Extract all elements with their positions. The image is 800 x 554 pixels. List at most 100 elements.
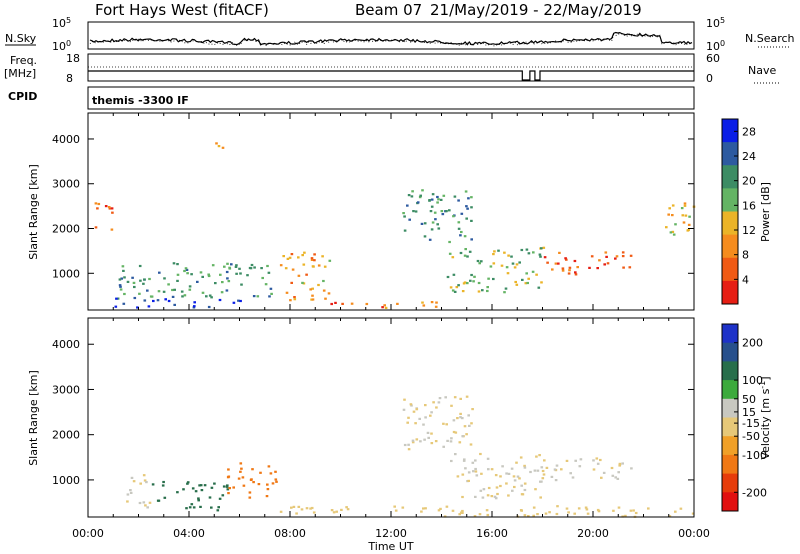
echo-cell [679,507,683,510]
echo-cell [270,292,273,295]
echo-cell [465,217,468,220]
echo-cell [252,481,255,484]
echo-cell [251,468,254,471]
echo-cell [201,291,205,294]
echo-cell [422,423,425,426]
echo-cell [554,479,558,482]
echo-cell [573,259,577,263]
echo-cell [120,277,123,280]
echo-cell [430,432,433,435]
echo-cell [512,475,516,478]
echo-cell [146,506,149,509]
echo-cell [310,506,314,510]
echo-cell [618,464,621,467]
echo-cell [200,489,204,492]
echo-cell [565,507,569,510]
echo-cell [486,457,490,460]
echo-cell [617,471,620,474]
echo-cell [219,273,222,276]
colorbar-swatch [722,342,738,362]
time-axis-label: Time UT [367,540,413,553]
echo-cell [561,267,565,270]
echo-cell [407,448,411,451]
echo-cell [513,266,517,269]
echo-cell [479,452,482,456]
echo-cell [535,273,538,276]
echo-cell [455,286,459,289]
echo-cell [271,482,275,485]
echo-cell [234,265,238,268]
echo-cell [445,210,448,213]
echo-cell [186,482,189,485]
echo-cell [486,513,490,517]
colorbar-swatch [722,188,738,212]
colorbar-swatch [722,380,738,400]
echo-cell [261,276,264,280]
echo-cell [457,199,460,202]
echo-cell [313,253,316,256]
echo-cell [525,248,529,251]
echo-cell [515,283,519,286]
echo-cell [505,482,508,485]
freq-tick-top: 18 [66,52,80,65]
noise-search-trace [89,33,693,47]
echo-cell [183,294,187,297]
echo-cell [210,296,213,299]
echo-cell [499,484,502,488]
colorbar-tick-label: 28 [742,125,756,138]
echo-cell [290,281,293,284]
echo-cell [381,306,384,309]
station-title: Fort Hays West (fitACF) [95,1,269,19]
echo-cell [328,259,332,262]
echo-cell [458,513,461,516]
echo-cell [213,482,216,485]
echo-cell [334,301,337,304]
echo-cell [674,510,677,513]
echo-cell [394,509,398,512]
echo-cell [408,218,411,221]
echo-cell [420,510,423,513]
echo-cell [536,513,539,516]
echo-cell [539,496,542,499]
echo-cell [118,278,122,281]
echo-cell [226,488,230,491]
echo-cell [210,486,214,489]
echo-cell [192,506,196,509]
time-tick-label: 20:00 [577,527,609,540]
echo-cell [260,267,263,270]
noise-sky-trace [89,31,693,46]
colorbar-tick-label: 8 [742,249,749,262]
echo-cell [214,282,217,285]
echo-cell [309,507,312,510]
echo-cell [423,222,427,225]
cpid-value: themis -3300 IF [92,94,189,107]
echo-cell [305,507,309,510]
echo-cell [150,295,154,298]
echo-cell [402,212,405,215]
echo-cell [454,453,457,456]
echo-cell [420,222,424,225]
echo-cell [248,266,252,270]
echo-cell [532,514,535,517]
echo-cell [274,478,278,481]
echo-cell [192,306,196,309]
echo-cell [434,305,438,308]
echo-cell [458,441,462,444]
echo-cell [96,207,99,210]
echo-cell [481,496,485,499]
echo-cell [470,422,473,425]
echo-cell [249,478,253,481]
echo-cell [595,457,599,460]
echo-cell [574,271,577,274]
echo-cell [577,507,581,510]
echo-cell [490,468,494,471]
power-panel-bg [88,113,694,310]
echo-cell [428,238,432,241]
echo-cell [423,235,427,238]
echo-cell [461,511,464,514]
echo-cell [539,480,542,483]
echo-cell [444,396,447,399]
echo-cell [578,465,582,468]
power-colorbar-label: Power [dB] [759,182,772,242]
echo-cell [269,287,273,290]
